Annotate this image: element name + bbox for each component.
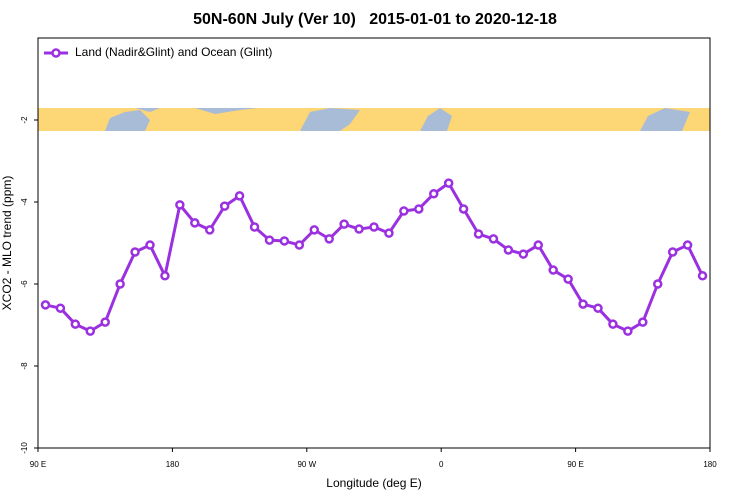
point <box>175 200 185 210</box>
chart-title: 50N-60N July (Ver 10) 2015-01-01 to 2020… <box>193 11 557 28</box>
point <box>234 191 245 201</box>
point <box>85 326 96 336</box>
x-tick-label: 180 <box>166 460 180 469</box>
point <box>294 240 305 250</box>
x-tick-label: 90 W <box>297 460 316 469</box>
point <box>204 225 215 235</box>
point <box>533 240 544 250</box>
x-tick-label: 0 <box>439 460 444 469</box>
point <box>279 236 290 246</box>
point <box>518 249 529 259</box>
y-tick-label: -10 <box>20 442 29 454</box>
point <box>697 271 708 281</box>
point <box>623 326 633 336</box>
point <box>309 225 320 235</box>
point <box>354 224 364 234</box>
point <box>593 303 603 313</box>
point <box>264 235 275 245</box>
legend-label: Land (Nadir&Glint) and Ocean (Glint) <box>75 45 272 59</box>
point <box>399 206 409 216</box>
point <box>70 319 81 329</box>
point <box>40 300 51 310</box>
legend-marker <box>51 48 61 58</box>
point <box>145 240 155 250</box>
series-line <box>45 181 704 333</box>
point <box>339 219 349 229</box>
point <box>503 245 514 255</box>
point <box>578 299 588 309</box>
point <box>638 317 648 327</box>
plot-frame <box>37 37 711 449</box>
point <box>563 274 573 284</box>
x-tick-label: 90 E <box>30 460 46 469</box>
point <box>369 222 379 232</box>
point <box>652 279 663 289</box>
y-tick-label: -8 <box>20 362 29 370</box>
point <box>384 228 394 238</box>
point <box>324 234 334 244</box>
y-tick-label: -4 <box>20 198 29 206</box>
point <box>428 189 439 199</box>
point <box>443 178 454 188</box>
y-tick-label: -6 <box>20 280 29 288</box>
point <box>414 204 424 214</box>
point <box>55 303 66 313</box>
point <box>190 218 200 228</box>
point <box>473 229 484 239</box>
point <box>115 279 125 289</box>
x-axis-label: Longitude (deg E) <box>326 476 421 490</box>
point <box>130 247 140 257</box>
point <box>160 271 170 281</box>
point <box>548 265 558 275</box>
point <box>682 240 693 250</box>
point <box>100 317 110 327</box>
point <box>219 201 230 211</box>
map-band <box>38 108 710 131</box>
point <box>488 234 499 244</box>
point <box>667 247 678 257</box>
point <box>249 222 260 232</box>
y-tick-label: -2 <box>20 116 29 124</box>
x-tick-label: 180 <box>703 460 717 469</box>
point <box>608 319 618 329</box>
x-tick-label: 90 E <box>567 460 583 469</box>
y-axis-label: XCO2 - MLO trend (ppm) <box>0 176 14 311</box>
point <box>458 204 469 214</box>
